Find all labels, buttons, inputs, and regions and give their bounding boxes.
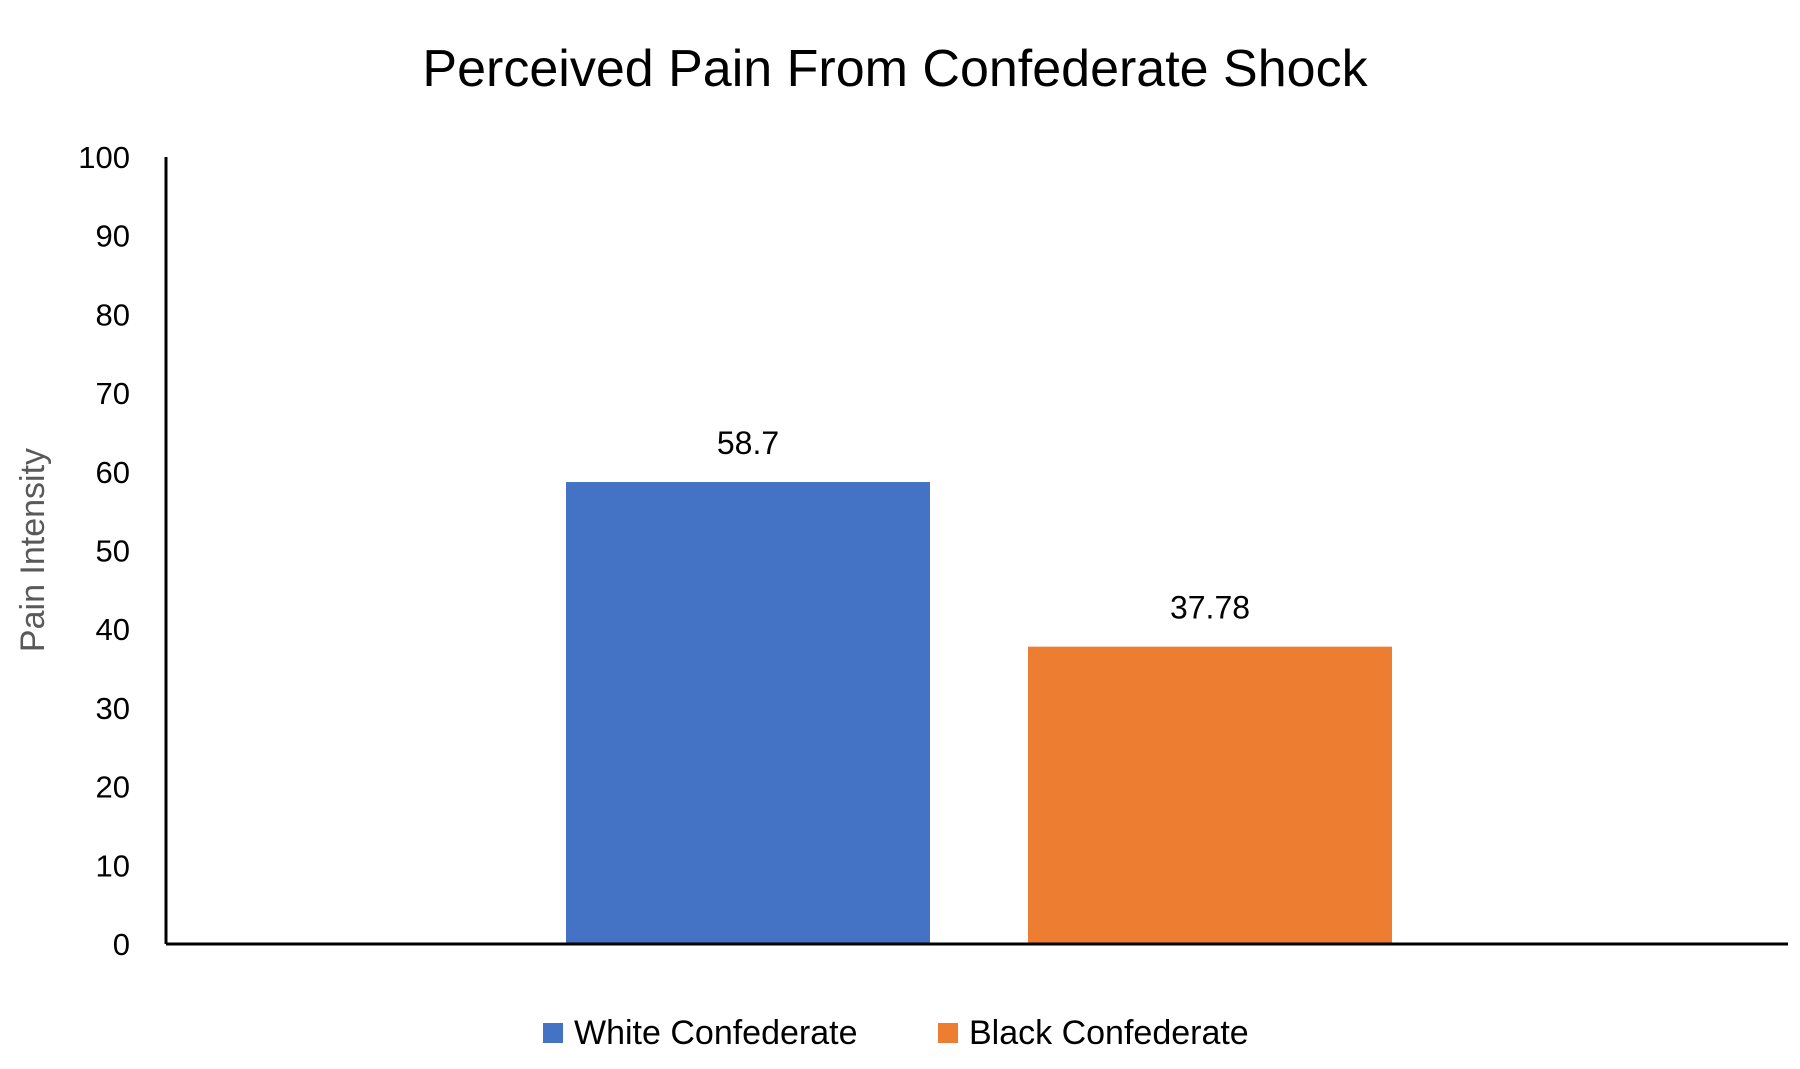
data-labels-group: 58.7 37.78 <box>717 425 1250 626</box>
legend-label: Black Confederate <box>969 1014 1249 1052</box>
y-axis-label: Pain Intensity <box>14 448 52 652</box>
legend: White Confederate Black Confederate <box>543 1014 1249 1052</box>
y-tick-label: 90 <box>96 219 130 254</box>
data-label: 37.78 <box>1170 590 1250 626</box>
chart-title: Perceived Pain From Confederate Shock <box>422 40 1368 98</box>
y-tick-label: 40 <box>96 612 130 647</box>
y-tick-label: 0 <box>113 927 130 962</box>
data-label: 58.7 <box>717 425 779 461</box>
bars-group <box>566 482 1392 944</box>
y-axis-ticks: 0 10 20 30 40 50 60 70 80 90 100 <box>78 140 130 962</box>
y-tick-label: 80 <box>96 297 130 332</box>
y-tick-label: 30 <box>96 691 130 726</box>
bar-black-confederate <box>1028 646 1392 944</box>
y-tick-label: 50 <box>96 534 130 569</box>
y-tick-label: 10 <box>96 848 130 883</box>
legend-label: White Confederate <box>574 1014 858 1052</box>
legend-swatch <box>938 1023 958 1043</box>
y-tick-label: 100 <box>78 140 130 175</box>
y-tick-label: 70 <box>96 376 130 411</box>
bar-white-confederate <box>566 482 930 944</box>
y-tick-label: 60 <box>96 455 130 490</box>
y-tick-label: 20 <box>96 770 130 805</box>
legend-swatch <box>543 1023 563 1043</box>
